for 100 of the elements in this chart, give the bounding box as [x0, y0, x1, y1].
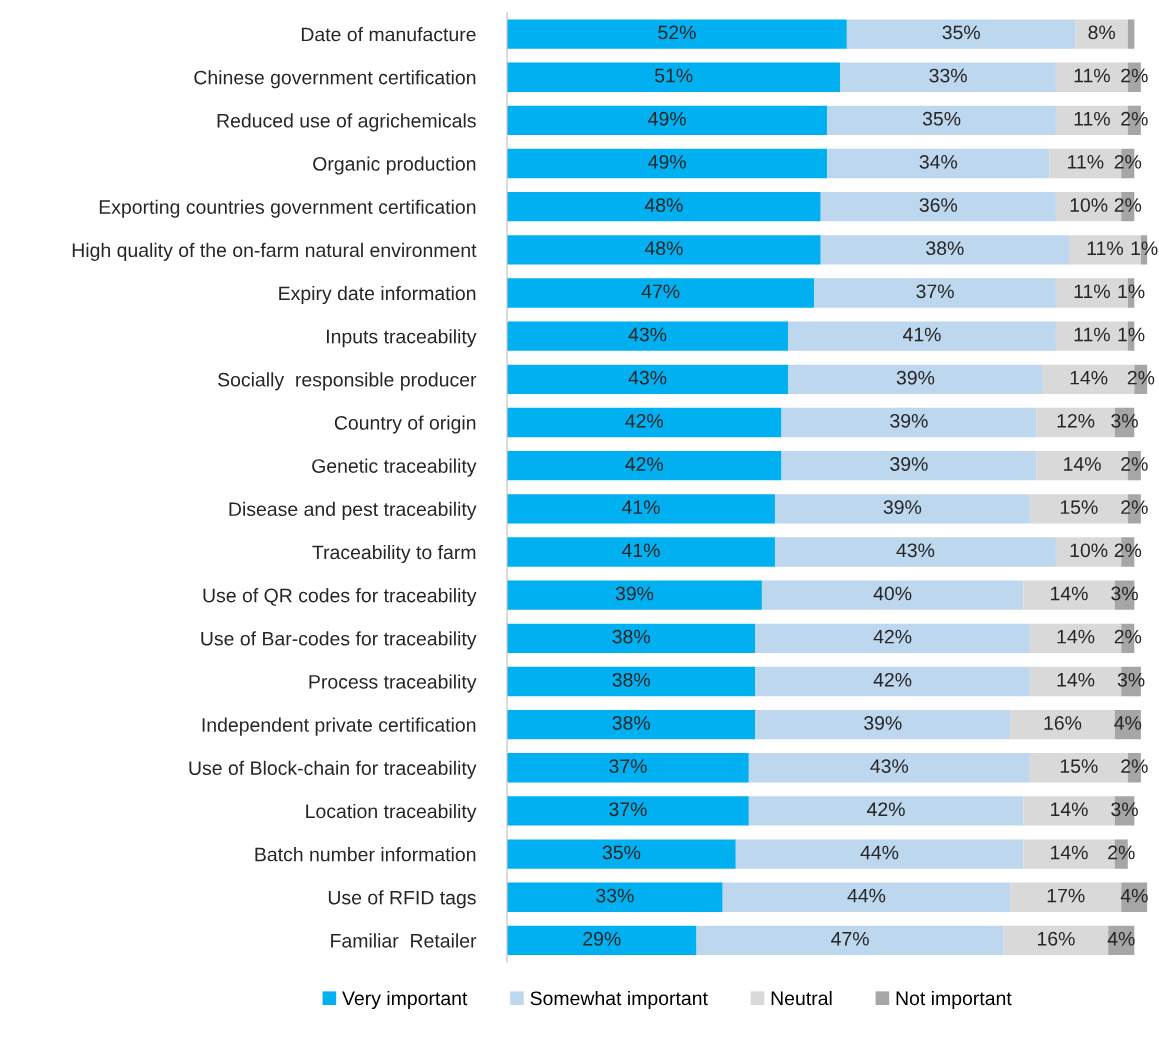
bar	[755, 709, 1011, 740]
y-tick-label: High quality of the on-farm natural environment	[72, 242, 477, 261]
data-label: 33%	[596, 888, 634, 903]
y-tick-label: Reduced use of agrichemicals	[217, 113, 476, 132]
data-label: 38%	[612, 672, 650, 687]
bar	[814, 278, 1056, 308]
bar	[507, 882, 723, 912]
data-label: 39%	[883, 500, 922, 515]
legend-label: Not important	[896, 990, 1012, 1010]
bar	[788, 364, 1043, 395]
data-label: 2%	[1121, 111, 1148, 126]
y-tick-label: Use of RFID tags	[328, 890, 476, 909]
bar	[840, 62, 1056, 92]
data-label: 42%	[873, 629, 912, 644]
bar	[507, 925, 697, 956]
y-tick-label: Use of Bar-codes for traceability	[201, 631, 477, 650]
bar	[827, 105, 1056, 136]
data-label: 52%	[658, 25, 696, 40]
bar	[507, 796, 749, 826]
bar	[748, 753, 1030, 783]
data-label: 37%	[609, 759, 647, 773]
legend-label: Very important	[342, 990, 468, 1010]
y-tick-label: Disease and pest traceability	[229, 501, 477, 520]
data-label: 41%	[622, 500, 660, 514]
data-label: 8%	[1088, 25, 1116, 40]
bar	[507, 62, 841, 92]
y-tick-label: Use of Block-chain for traceability	[189, 760, 477, 779]
bar	[507, 666, 756, 697]
bar	[507, 839, 736, 869]
data-label: 37%	[609, 802, 647, 817]
data-label: 15%	[1060, 500, 1098, 515]
data-label: 43%	[628, 327, 667, 342]
data-label: 49%	[648, 111, 686, 126]
data-label: 39%	[896, 370, 935, 385]
data-label: 14%	[1051, 845, 1088, 860]
data-label: 2%	[1114, 154, 1142, 169]
data-label: 39%	[864, 716, 902, 730]
data-label: 1%	[1118, 284, 1145, 299]
bar	[507, 321, 789, 351]
data-label: 43%	[870, 759, 909, 773]
data-label: 43%	[896, 543, 935, 558]
bar	[507, 494, 775, 524]
y-tick-label: Date of manufacture	[301, 27, 476, 42]
data-label: 49%	[648, 154, 686, 169]
bar	[846, 19, 1076, 49]
data-label: 11%	[1074, 111, 1110, 126]
bar	[507, 105, 828, 136]
bar	[820, 192, 1056, 222]
data-label: 14%	[1051, 802, 1088, 817]
y-tick-label: Chinese government certification	[194, 70, 476, 89]
bar	[748, 796, 1024, 826]
data-label: 2%	[1121, 68, 1148, 83]
data-label: 48%	[644, 198, 683, 212]
y-tick-label: Genetic traceability	[312, 458, 477, 477]
y-tick-label: Inputs traceability	[327, 329, 477, 348]
bar	[761, 580, 1024, 610]
data-label: 2%	[1114, 629, 1142, 644]
data-label: 41%	[622, 543, 660, 558]
bar	[507, 148, 828, 179]
data-label: 10%	[1070, 543, 1108, 558]
data-label: 29%	[583, 931, 621, 946]
bar	[1127, 19, 1135, 49]
data-label: 39%	[615, 586, 654, 601]
data-label: 14%	[1057, 673, 1095, 687]
data-label: 41%	[902, 327, 941, 342]
y-tick-label: Expiry date information	[279, 285, 476, 305]
y-tick-label: Country of origin	[334, 415, 476, 434]
data-label: 42%	[625, 457, 664, 471]
data-label: 17%	[1047, 888, 1085, 903]
bar	[1010, 709, 1115, 740]
data-label: 47%	[831, 931, 869, 946]
data-label: 4%	[1107, 931, 1135, 946]
data-label: 14%	[1057, 629, 1095, 644]
bar	[774, 494, 1030, 524]
data-label: 2%	[1121, 457, 1148, 471]
data-label: 4%	[1114, 716, 1142, 730]
data-label: 42%	[867, 802, 905, 817]
bar	[507, 19, 847, 49]
data-label: 10%	[1070, 198, 1108, 212]
data-label: 43%	[628, 370, 667, 385]
data-label: 44%	[847, 888, 886, 903]
data-label: 11%	[1074, 284, 1110, 299]
data-label: 44%	[860, 845, 899, 860]
data-label: 11%	[1074, 327, 1110, 342]
y-tick-label: Familiar Retailer	[331, 933, 477, 948]
y-tick-label: Independent private certification	[202, 717, 476, 736]
y-tick-label: Organic production	[313, 156, 476, 175]
bar	[507, 192, 821, 222]
data-label: 38%	[612, 716, 650, 730]
data-label: 15%	[1060, 759, 1098, 773]
bar	[507, 235, 821, 265]
bar	[781, 407, 1037, 438]
data-label: 2%	[1121, 500, 1148, 514]
bar	[1003, 925, 1109, 956]
data-label: 2%	[1127, 370, 1155, 385]
bar	[735, 839, 1024, 869]
data-label: 33%	[929, 68, 967, 83]
data-label: 35%	[922, 111, 961, 126]
data-label: 2%	[1114, 198, 1142, 212]
data-label: 2%	[1114, 543, 1142, 558]
